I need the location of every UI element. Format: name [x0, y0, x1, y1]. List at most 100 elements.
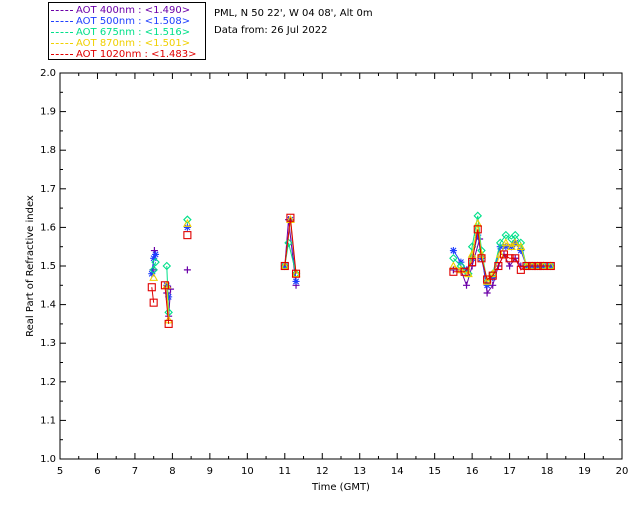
data-point: [150, 254, 158, 262]
data-point: [284, 238, 293, 248]
y-tick-label: 2.0: [40, 68, 56, 79]
series-line: [284, 217, 297, 274]
data-point: [495, 238, 505, 248]
data-point: [183, 231, 192, 240]
x-tick-label: 11: [278, 466, 291, 477]
x-tick-label: 15: [428, 466, 441, 477]
data-point: [473, 225, 482, 234]
data-point: [160, 281, 169, 290]
site-label: PML, N 50 22', W 04 08', Alt 0m: [214, 8, 373, 19]
series-group: [147, 213, 555, 328]
data-point: [505, 254, 514, 263]
y-tick-label: 1.3: [40, 338, 56, 349]
series-line: [164, 285, 170, 324]
data-point: [506, 262, 514, 270]
x-tick-label: 20: [616, 466, 629, 477]
series-line: [452, 235, 551, 287]
data-point: [511, 254, 520, 263]
legend-swatch: [51, 53, 73, 55]
series-line: [166, 285, 170, 321]
data-point: [292, 277, 300, 285]
x-tick-label: 13: [353, 466, 366, 477]
x-axis-title: Time (GMT): [311, 482, 370, 493]
y-tick-label: 1.2: [40, 377, 56, 388]
legend-label: AOT 400nm : <1.490>: [76, 5, 191, 16]
series-group: [148, 216, 555, 301]
data-point: [482, 277, 492, 286]
legend-entry: AOT 1020nm : <1.483>: [51, 49, 196, 60]
x-tick-label: 5: [57, 466, 63, 477]
data-point: [182, 218, 192, 227]
legend-swatch: [51, 20, 73, 22]
data-point: [460, 267, 469, 276]
data-point: [477, 254, 486, 263]
data-point: [183, 223, 191, 231]
y-axis-title: Real Part of Refractive index: [25, 195, 36, 337]
data-point: [291, 269, 301, 278]
x-tick-label: 10: [241, 466, 254, 477]
y-tick-label: 1.5: [40, 261, 56, 272]
date-label: Data from: 26 Jul 2022: [214, 25, 328, 36]
data-point: [501, 238, 511, 247]
data-point: [449, 247, 457, 255]
data-point: [517, 247, 525, 255]
data-point: [463, 281, 471, 289]
data-point: [494, 261, 503, 271]
legend-entry: AOT 400nm : <1.490>: [51, 5, 190, 16]
data-point: [516, 242, 526, 251]
data-point: [507, 242, 516, 251]
series-line: [151, 287, 155, 303]
x-tick-label: 16: [466, 466, 479, 477]
data-point: [533, 261, 542, 271]
data-point: [482, 276, 492, 285]
legend-swatch: [51, 42, 73, 44]
data-point: [468, 258, 477, 267]
data-point: [183, 215, 192, 224]
data-point: [148, 270, 156, 278]
y-tick-label: 1.0: [40, 454, 56, 465]
data-point: [291, 269, 301, 278]
legend-entry: AOT 500nm : <1.508>: [51, 16, 190, 27]
legend-label: AOT 500nm : <1.508>: [76, 16, 191, 27]
x-tick-label: 12: [316, 466, 329, 477]
legend-swatch: [51, 31, 73, 33]
data-point: [449, 267, 458, 276]
x-tick-label: 14: [391, 466, 404, 477]
legend-label: AOT 675nm : <1.516>: [76, 27, 191, 38]
y-tick-label: 1.7: [40, 184, 56, 195]
series-group: [149, 211, 556, 317]
x-tick-label: 7: [132, 466, 138, 477]
y-tick-label: 1.4: [40, 300, 56, 311]
series-line: [153, 262, 157, 270]
data-point: [286, 213, 295, 222]
data-point: [280, 261, 289, 271]
data-point: [528, 261, 537, 271]
x-tick-label: 6: [94, 466, 100, 477]
x-tick-label: 9: [207, 466, 213, 477]
data-point: [488, 271, 497, 280]
y-tick-label: 1.8: [40, 145, 56, 156]
data-point: [149, 272, 159, 281]
y-tick-label: 1.6: [40, 222, 56, 233]
legend-swatch: [51, 9, 73, 11]
x-tick-label: 17: [503, 466, 516, 477]
y-tick-label: 1.1: [40, 415, 56, 426]
data-point: [510, 238, 520, 247]
data-point: [147, 283, 156, 292]
legend-label: AOT 1020nm : <1.483>: [76, 49, 197, 60]
data-point: [483, 289, 491, 297]
legend-label: AOT 870nm : <1.501>: [76, 38, 191, 49]
data-point: [149, 298, 158, 307]
data-point: [280, 261, 290, 270]
data-point: [183, 266, 191, 274]
data-point: [546, 261, 555, 271]
data-point: [522, 261, 531, 271]
data-point: [162, 261, 172, 271]
data-point: [164, 319, 173, 328]
data-point: [151, 257, 160, 267]
legend: AOT 400nm : <1.490> AOT 500nm : <1.508> AO…: [48, 2, 206, 60]
x-tick-label: 18: [541, 466, 554, 477]
legend-entry: AOT 675nm : <1.516>: [51, 27, 190, 38]
x-tick-label: 8: [169, 466, 175, 477]
